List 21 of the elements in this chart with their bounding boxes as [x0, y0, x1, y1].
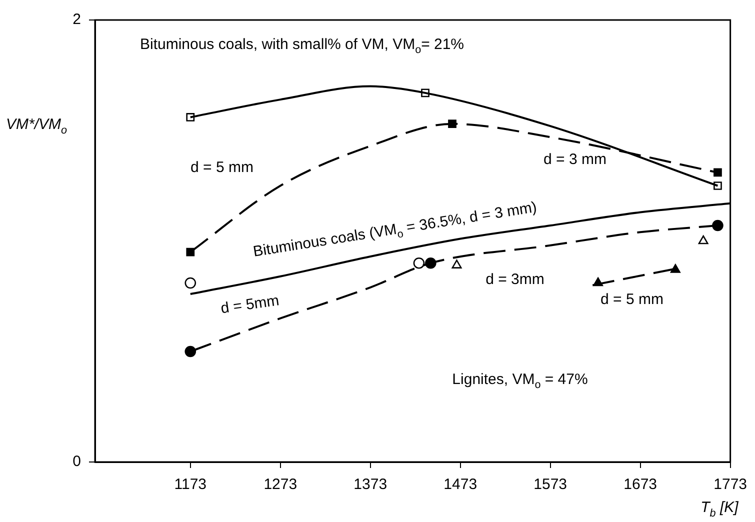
annotation: d = 3 mm [544, 151, 606, 168]
point [452, 260, 462, 268]
point [413, 257, 425, 269]
y-tick-label: 2 [72, 11, 81, 28]
x-tick-label: 1373 [354, 476, 388, 494]
x-tick-label: 1773 [714, 476, 748, 494]
x-tick-label: 1173 [174, 476, 207, 494]
x-tick-label: 1273 [264, 476, 298, 494]
point [184, 277, 196, 289]
point [670, 264, 680, 273]
annotation: d = 5 mm [190, 159, 254, 176]
point [698, 235, 708, 244]
annotation: Bituminous coals (VMo = 36.5%, d = 3 mm) [252, 198, 538, 260]
x-tick-label: 1673 [624, 476, 658, 494]
annotation: d = 5 mm [600, 291, 664, 308]
annotation: d = 3mm [486, 271, 544, 288]
y-tick-label: 0 [72, 453, 81, 470]
point [712, 220, 724, 232]
annotation: d = 5mm [220, 292, 280, 318]
x-tick-label: 1573 [534, 476, 568, 494]
x-tick-label: 1473 [444, 476, 478, 494]
